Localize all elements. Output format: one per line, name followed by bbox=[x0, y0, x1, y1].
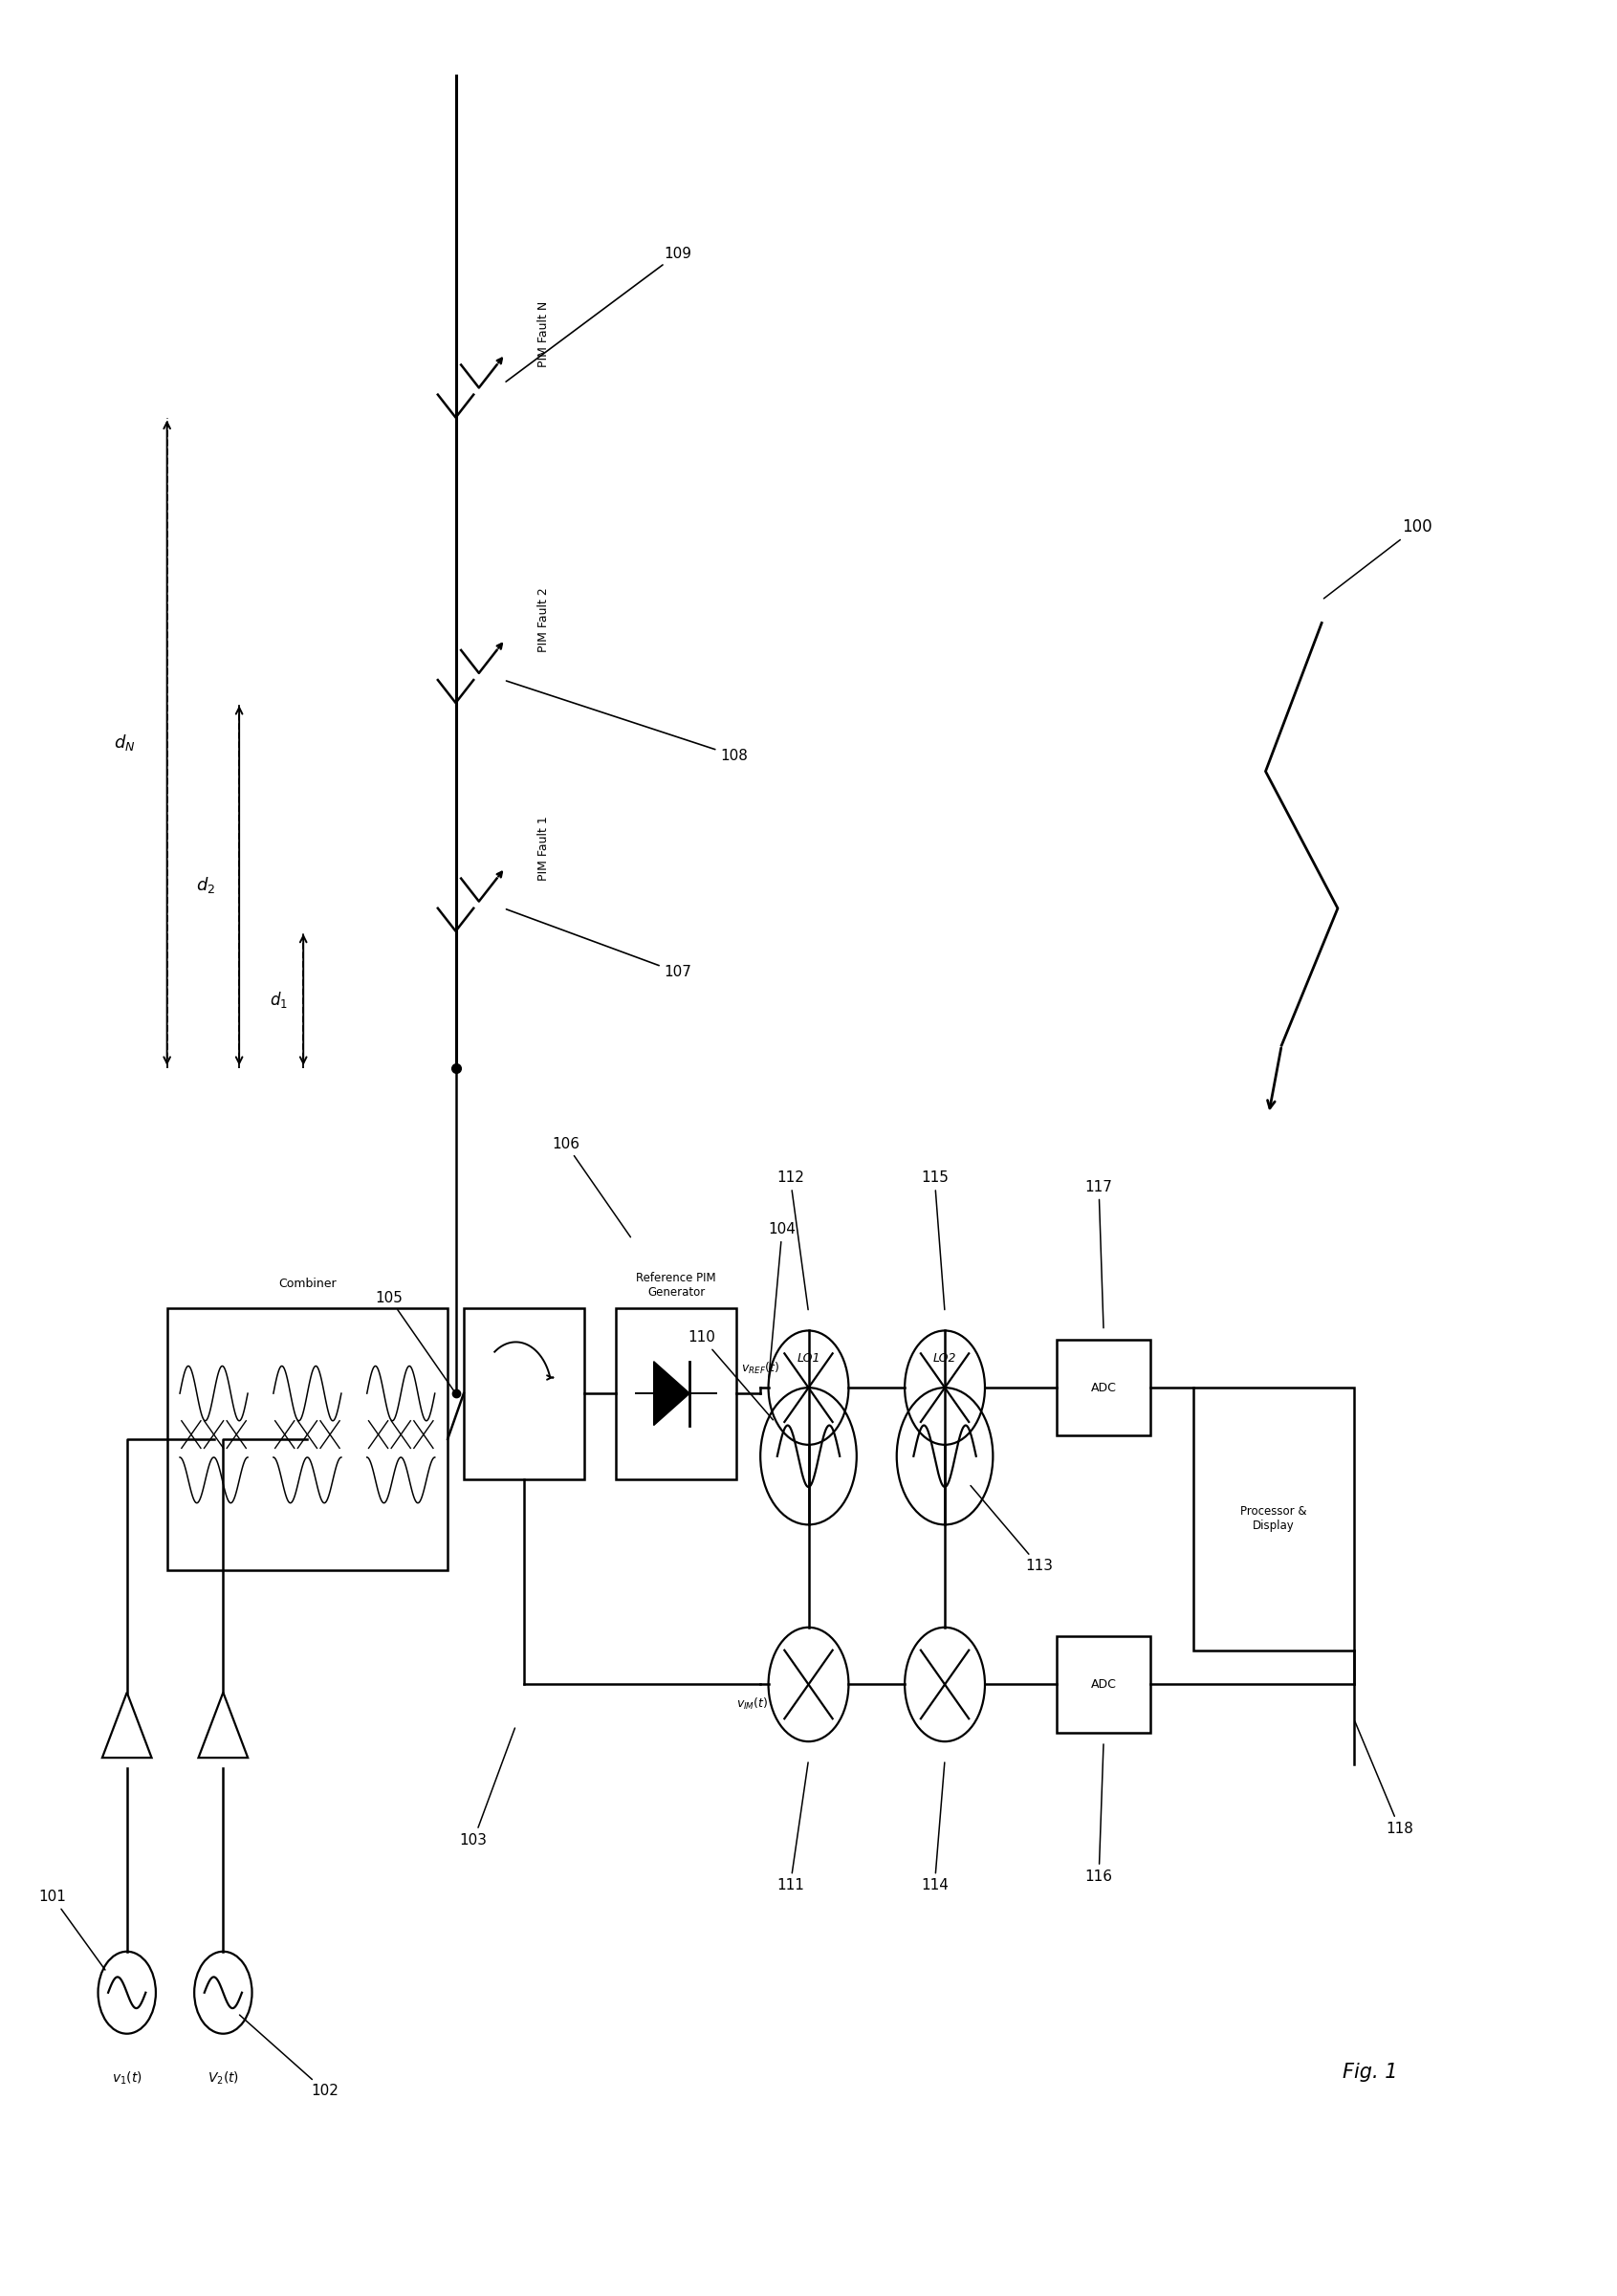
Text: PIM Fault N: PIM Fault N bbox=[538, 301, 550, 367]
Text: 115: 115 bbox=[920, 1171, 949, 1309]
Text: Combiner: Combiner bbox=[278, 1277, 336, 1290]
Text: PIM Fault 1: PIM Fault 1 bbox=[538, 815, 550, 882]
Text: 112: 112 bbox=[776, 1171, 808, 1309]
Text: $v_1(t)$: $v_1(t)$ bbox=[112, 2071, 142, 2087]
Text: Reference PIM
Generator: Reference PIM Generator bbox=[635, 1272, 716, 1300]
Text: 105: 105 bbox=[375, 1290, 454, 1391]
Text: Fig. 1: Fig. 1 bbox=[1342, 2062, 1397, 2082]
Text: 111: 111 bbox=[776, 1763, 808, 1892]
Text: Processor &
Display: Processor & Display bbox=[1240, 1506, 1307, 1531]
Text: 114: 114 bbox=[920, 1763, 949, 1892]
Bar bbox=[1058, 1637, 1150, 1733]
Text: 108: 108 bbox=[506, 682, 749, 762]
Text: 106: 106 bbox=[551, 1137, 631, 1238]
Text: ADC: ADC bbox=[1091, 1678, 1116, 1690]
Bar bbox=[464, 1309, 584, 1479]
Text: 104: 104 bbox=[768, 1221, 796, 1380]
Text: $V_2(t)$: $V_2(t)$ bbox=[207, 2071, 239, 2087]
Text: ADC: ADC bbox=[1091, 1382, 1116, 1394]
Bar bbox=[1193, 1387, 1353, 1651]
Text: 101: 101 bbox=[39, 1890, 105, 1970]
Text: 116: 116 bbox=[1085, 1745, 1112, 1883]
Text: $d_1$: $d_1$ bbox=[268, 990, 288, 1010]
Bar bbox=[616, 1309, 736, 1479]
Bar bbox=[1058, 1341, 1150, 1435]
Text: 102: 102 bbox=[239, 2016, 340, 2099]
Text: 100: 100 bbox=[1324, 519, 1433, 599]
Text: $d_2$: $d_2$ bbox=[196, 875, 215, 895]
Text: $d_N$: $d_N$ bbox=[113, 732, 134, 753]
Text: 113: 113 bbox=[970, 1486, 1053, 1573]
Polygon shape bbox=[653, 1362, 690, 1426]
Text: PIM Fault 2: PIM Fault 2 bbox=[538, 588, 550, 652]
Text: LO2: LO2 bbox=[933, 1352, 957, 1364]
Text: 118: 118 bbox=[1355, 1722, 1413, 1837]
Text: 110: 110 bbox=[689, 1332, 773, 1419]
Text: LO1: LO1 bbox=[797, 1352, 820, 1364]
Text: 109: 109 bbox=[506, 246, 692, 381]
Text: 103: 103 bbox=[459, 1729, 514, 1846]
Text: $v_{REF}(t)$: $v_{REF}(t)$ bbox=[741, 1362, 779, 1375]
Text: 107: 107 bbox=[506, 909, 692, 980]
Text: $v_{IM}(t)$: $v_{IM}(t)$ bbox=[736, 1697, 768, 1711]
Bar bbox=[167, 1309, 448, 1570]
Text: 117: 117 bbox=[1085, 1180, 1112, 1327]
